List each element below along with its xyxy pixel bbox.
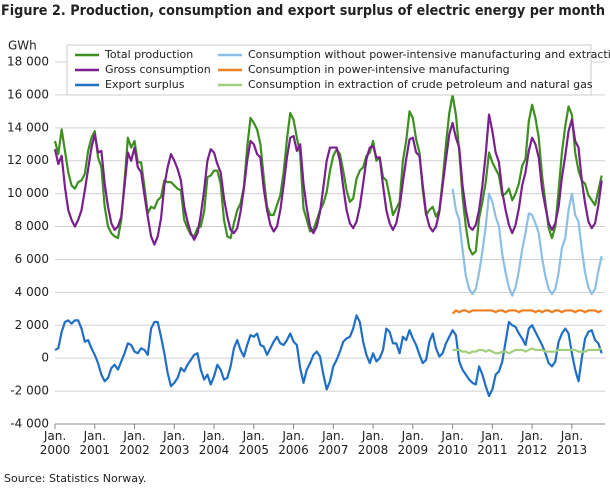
y-tick-label: 12 000 xyxy=(7,153,49,167)
x-tick-label: Jan. 2013 xyxy=(556,429,588,457)
x-tick-label: Jan. 2011 xyxy=(477,429,508,457)
y-tick-label: 2 000 xyxy=(15,318,49,332)
legend-label: Total production xyxy=(104,48,193,61)
x-tick-label: Jan. 2008 xyxy=(357,429,389,457)
y-tick-label: -2 000 xyxy=(10,384,49,398)
series-line xyxy=(452,347,603,355)
legend-label: Consumption in extraction of crude petro… xyxy=(248,78,593,91)
x-tick-label: Jan. 2001 xyxy=(79,429,111,457)
legend-label: Consumption in power-intensive manufactu… xyxy=(248,63,510,76)
y-tick-label: 4 000 xyxy=(15,285,49,299)
legend-label: Consumption without power-intensive manu… xyxy=(248,48,610,61)
y-axis-label: GWh xyxy=(8,39,37,53)
x-tick-label: Jan. 2002 xyxy=(119,429,150,457)
x-tick-label: Jan. 2004 xyxy=(198,429,230,457)
series-line xyxy=(54,314,603,398)
y-tick-label: 8 000 xyxy=(15,219,49,233)
y-tick-label: -4 000 xyxy=(10,417,49,431)
chart-title: Figure 2. Production, consumption and ex… xyxy=(1,3,605,19)
x-tick-label: Jan. 2003 xyxy=(158,429,190,457)
series-line xyxy=(53,113,603,246)
x-tick-label: Jan. 2000 xyxy=(39,429,71,457)
x-tick-label: Jan. 2007 xyxy=(318,429,349,457)
y-tick-label: 14 000 xyxy=(7,120,49,134)
y-tick-label: 0 xyxy=(41,351,49,365)
x-tick-label: Jan. 2010 xyxy=(437,429,468,457)
y-tick-label: 16 000 xyxy=(7,87,49,101)
x-tick-label: Jan. 2009 xyxy=(397,429,429,457)
series-line xyxy=(53,93,603,256)
x-tick-label: Jan. 2005 xyxy=(238,429,270,457)
legend-box xyxy=(66,44,592,96)
y-tick-label: 18 000 xyxy=(7,55,49,69)
x-tick-label: Jan. 2006 xyxy=(278,429,309,457)
y-tick-label: 6 000 xyxy=(15,252,49,266)
series-line xyxy=(451,188,603,297)
x-tick-label: Jan. 2012 xyxy=(516,429,548,457)
series-line xyxy=(451,309,603,315)
y-tick-label: 10 000 xyxy=(7,186,49,200)
legend-label: Gross consumption xyxy=(105,63,211,76)
source: Source: Statistics Norway. xyxy=(4,472,146,485)
legend-label: Export surplus xyxy=(105,78,185,91)
